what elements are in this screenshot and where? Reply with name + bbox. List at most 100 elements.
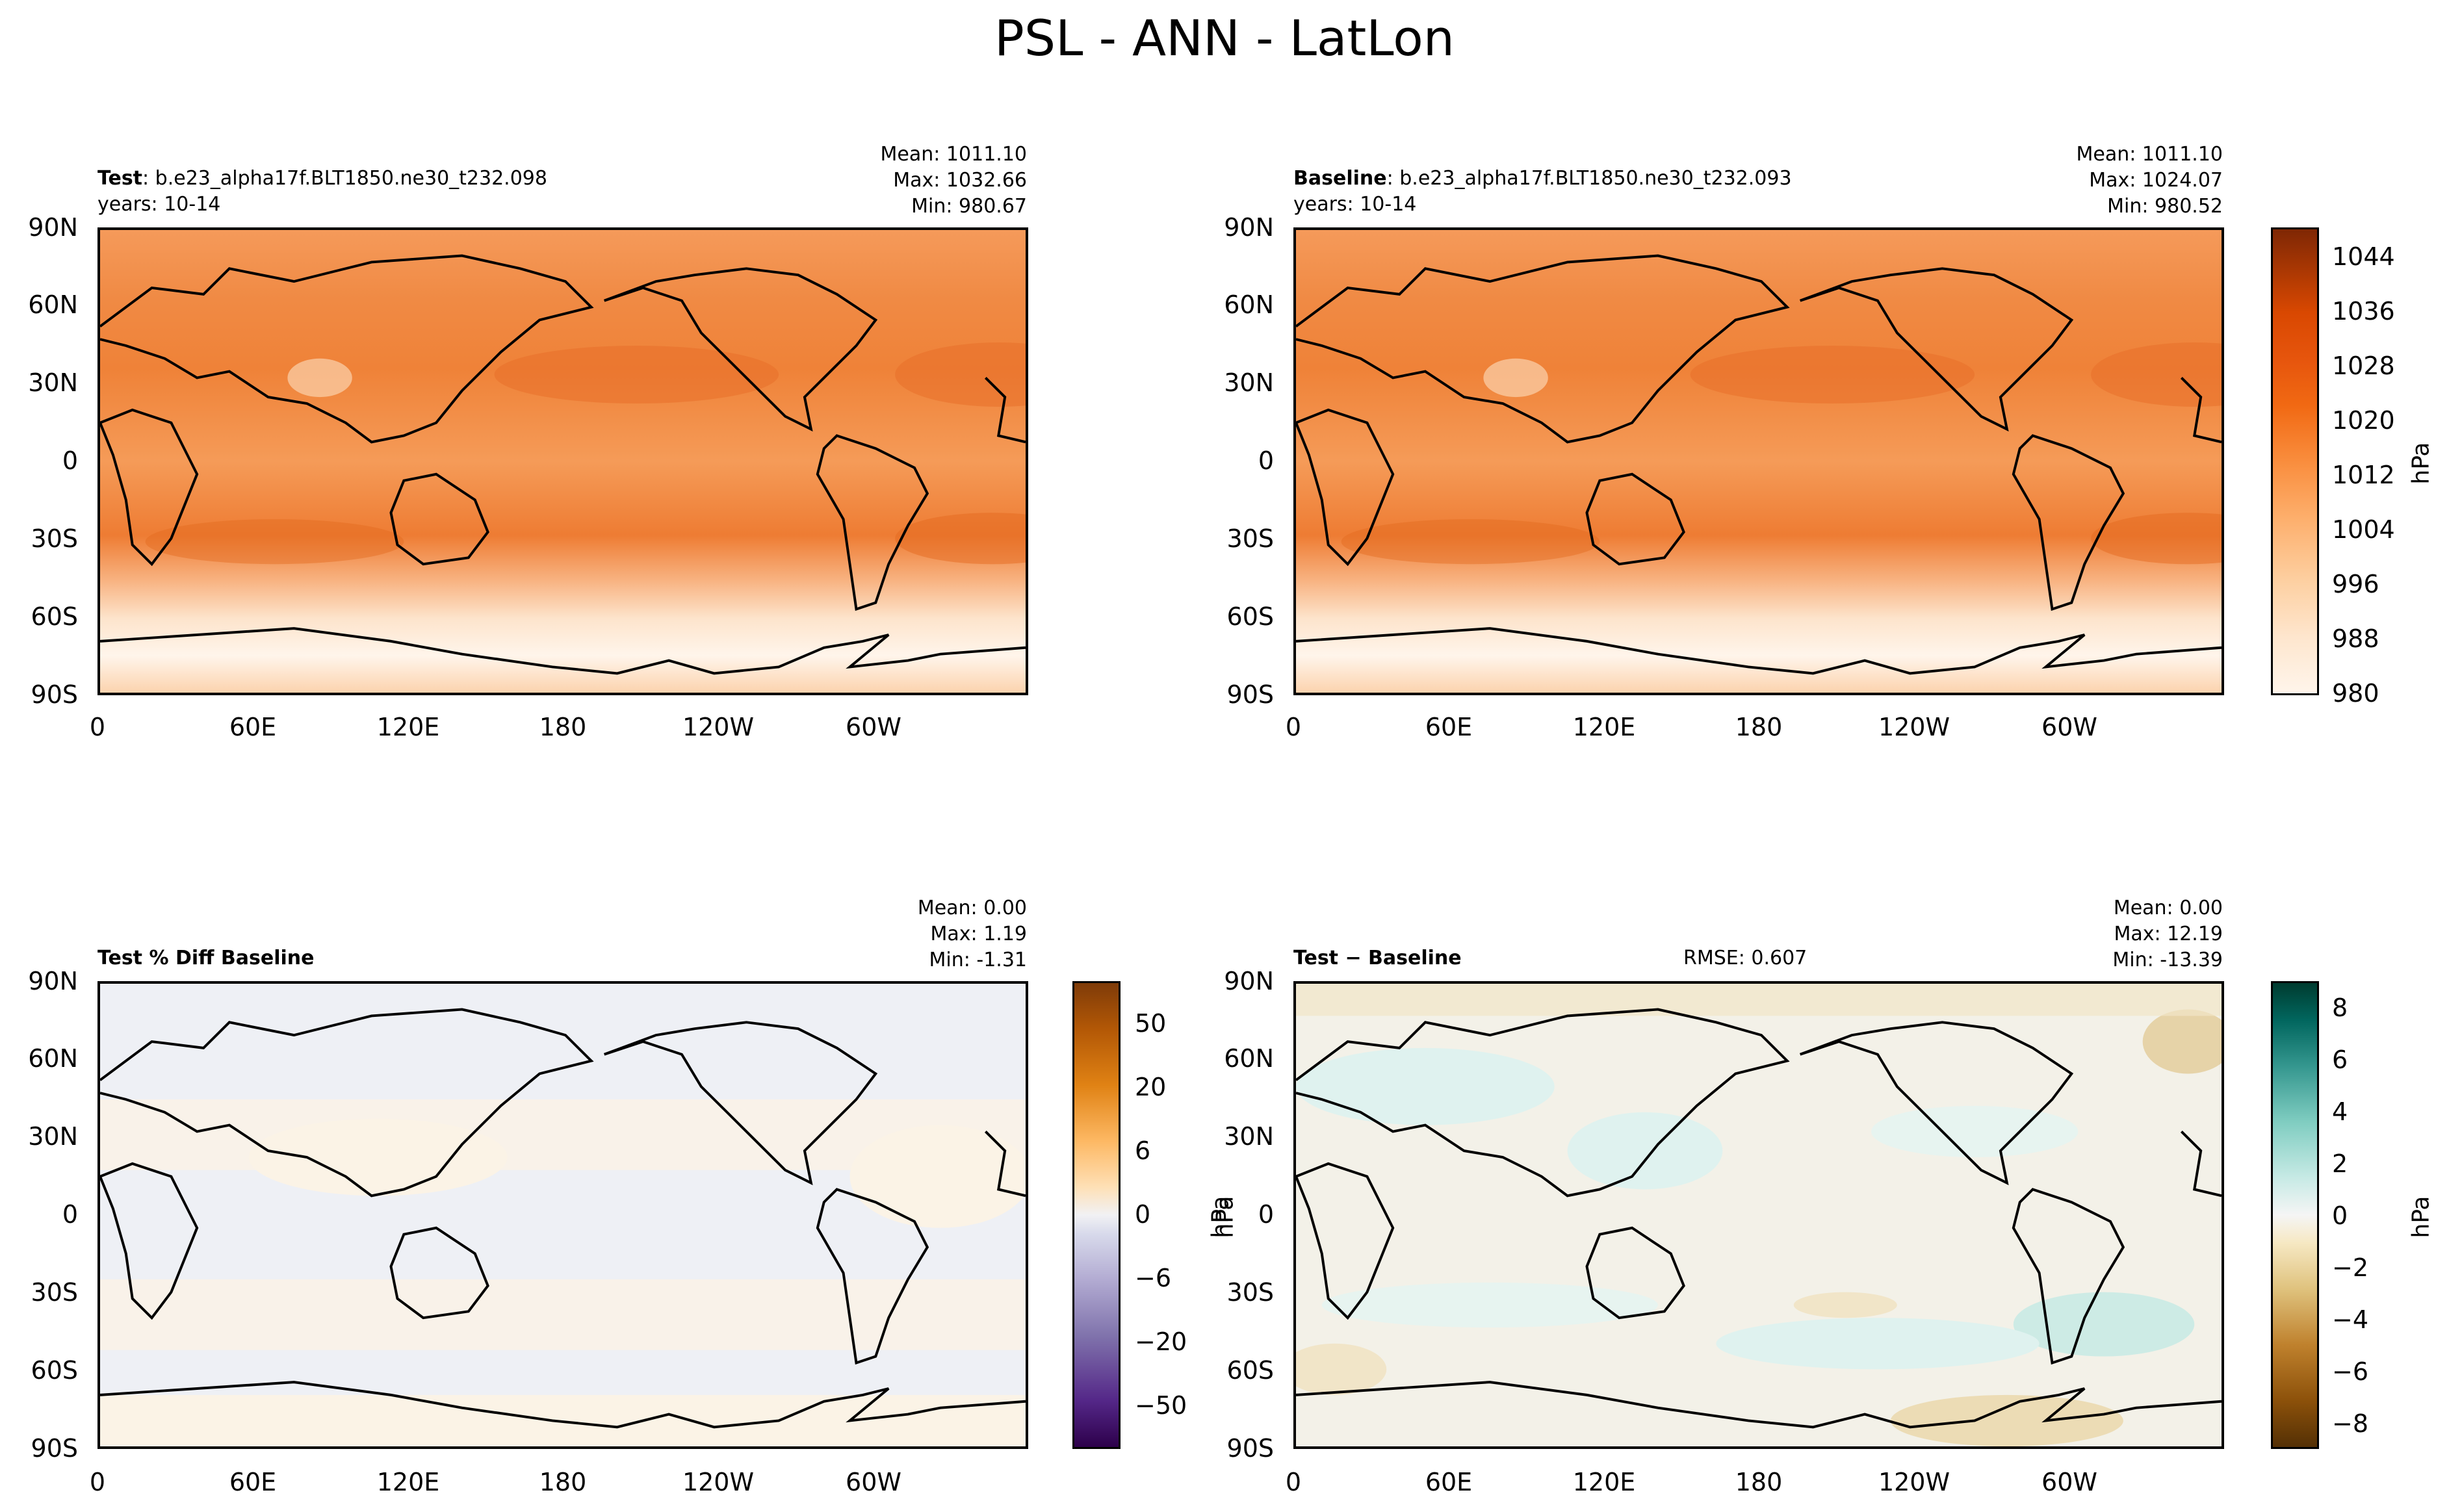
pctdiff-map (97, 981, 1028, 1449)
diff-xtick: 0 (1285, 1468, 1302, 1496)
diff-colorbar-unit: hPa (2407, 1196, 2435, 1238)
baseline-title-bold: Baseline (1293, 167, 1387, 190)
baseline-ytick: 60S (1226, 602, 1274, 631)
test-xtick: 120E (376, 713, 440, 741)
diff-cbar-tick: 2 (2332, 1149, 2348, 1178)
pctdiff-cbar-tick: −6 (1135, 1264, 1172, 1292)
diff-rmse: RMSE: 0.607 (1683, 947, 1808, 969)
pctdiff-ytick: 90S (31, 1434, 78, 1463)
diff-ytick: 30S (1226, 1278, 1274, 1307)
pctdiff-ytick: 90N (28, 967, 78, 995)
diff-xtick: 60E (1425, 1468, 1473, 1496)
pctdiff-xtick: 60E (229, 1468, 277, 1496)
test-stat-min: Min: 980.67 (911, 195, 1027, 218)
baseline-ytick: 0 (1258, 446, 1274, 475)
baseline-stats: Mean: 1011.10 Max: 1024.07 Min: 980.52 (1976, 142, 2223, 220)
abs-cbar-tick: 1020 (2332, 406, 2395, 435)
baseline-ytick: 90N (1224, 213, 1274, 242)
diff-ytick: 90N (1224, 967, 1274, 995)
pctdiff-ytick: 30S (31, 1278, 78, 1307)
diff-xtick: 120W (1878, 1468, 1950, 1496)
pctdiff-xtick: 120W (682, 1468, 755, 1496)
diff-xtick: 180 (1735, 1468, 1783, 1496)
test-ytick: 90S (31, 680, 78, 709)
abs-cbar-tick: 996 (2332, 570, 2379, 598)
test-xtick: 180 (539, 713, 587, 741)
baseline-stat-min: Min: 980.52 (2107, 195, 2223, 218)
diff-stat-min: Min: -13.39 (2112, 949, 2223, 971)
abs-colorbar-unit: hPa (2407, 442, 2435, 485)
abs-cbar-tick: 1028 (2332, 352, 2395, 380)
pctdiff-cbar-tick: −50 (1135, 1391, 1187, 1420)
diff-coastlines (1296, 1008, 2222, 1429)
test-xtick: 60W (846, 713, 901, 741)
baseline-xtick: 0 (1285, 713, 1302, 741)
pctdiff-xtick: 180 (539, 1468, 587, 1496)
pctdiff-ytick: 60N (28, 1044, 78, 1073)
abs-cbar-tick: 980 (2332, 679, 2379, 708)
baseline-xtick: 120E (1572, 713, 1636, 741)
pctdiff-colorbar (1072, 981, 1121, 1449)
diff-cbar-tick: −4 (2332, 1305, 2369, 1334)
diff-ytick: 60N (1224, 1044, 1274, 1073)
test-map (97, 227, 1028, 695)
test-stat-mean: Mean: 1011.10 (880, 143, 1027, 166)
test-years: years: 10-14 (97, 193, 221, 216)
baseline-stat-max: Max: 1024.07 (2089, 169, 2223, 192)
pctdiff-map-svg (100, 984, 1026, 1446)
baseline-stat-mean: Mean: 1011.10 (2076, 143, 2223, 166)
baseline-xtick: 120W (1878, 713, 1950, 741)
test-xtick: 0 (89, 713, 106, 741)
diff-stats: Mean: 0.00 Max: 12.19 Min: -13.39 (1976, 895, 2223, 973)
pctdiff-title-bold: Test % Diff Baseline (97, 947, 315, 969)
test-xtick: 60E (229, 713, 277, 741)
test-map-svg (100, 230, 1026, 693)
diff-cbar-tick: 8 (2332, 993, 2348, 1022)
pctdiff-ytick: 60S (31, 1356, 78, 1385)
abs-cbar-tick: 988 (2332, 624, 2379, 653)
pctdiff-panel-title: Test % Diff Baseline (97, 945, 315, 971)
pctdiff-xtick: 120E (376, 1468, 440, 1496)
diff-cbar-tick: −2 (2332, 1253, 2369, 1282)
baseline-map (1293, 227, 2224, 695)
test-coastlines (100, 254, 1026, 675)
test-title-bold: Test (97, 167, 143, 190)
diff-ytick: 60S (1226, 1356, 1274, 1385)
test-ytick: 60S (31, 602, 78, 631)
abs-cbar-tick: 1036 (2332, 297, 2395, 326)
diff-stat-mean: Mean: 0.00 (2113, 897, 2223, 919)
pctdiff-cbar-tick: −20 (1135, 1327, 1187, 1356)
baseline-xtick: 60E (1425, 713, 1473, 741)
pctdiff-coastlines (100, 1008, 1026, 1429)
baseline-ytick: 30N (1224, 368, 1274, 397)
pctdiff-ytick: 0 (62, 1200, 78, 1229)
pctdiff-stats: Mean: 0.00 Max: 1.19 Min: -1.31 (780, 895, 1027, 973)
baseline-years: years: 10-14 (1293, 193, 1417, 216)
baseline-panel-title: Baseline: b.e23_alpha17f.BLT1850.ne30_t2… (1293, 166, 1792, 192)
pctdiff-xtick: 60W (846, 1468, 901, 1496)
diff-colorbar (2271, 981, 2319, 1449)
diff-xtick: 120E (1572, 1468, 1636, 1496)
test-ytick: 60N (28, 290, 78, 319)
pctdiff-cbar-tick: 50 (1135, 1009, 1167, 1038)
baseline-ytick: 60N (1224, 290, 1274, 319)
diff-cbar-tick: 4 (2332, 1097, 2348, 1126)
diff-ytick: 30N (1224, 1122, 1274, 1151)
baseline-coastlines (1296, 254, 2222, 675)
pctdiff-ytick: 30N (28, 1122, 78, 1151)
diff-ytick: 90S (1226, 1434, 1274, 1463)
diff-xtick: 60W (2041, 1468, 2097, 1496)
diff-title-bold: Test − Baseline (1293, 947, 1462, 969)
pctdiff-stat-mean: Mean: 0.00 (917, 897, 1027, 919)
diff-cbar-tick: −6 (2332, 1357, 2369, 1386)
test-ytick: 30S (31, 524, 78, 553)
baseline-ytick: 90S (1226, 680, 1274, 709)
baseline-xtick: 180 (1735, 713, 1783, 741)
test-ytick: 90N (28, 213, 78, 242)
pctdiff-xtick: 0 (89, 1468, 106, 1496)
test-stats: Mean: 1011.10 Max: 1032.66 Min: 980.67 (780, 142, 1027, 220)
baseline-title-rest: : b.e23_alpha17f.BLT1850.ne30_t232.093 (1386, 167, 1792, 190)
test-ytick: 30N (28, 368, 78, 397)
diff-ytick: 0 (1258, 1200, 1274, 1229)
pctdiff-cbar-tick: 0 (1135, 1200, 1151, 1229)
